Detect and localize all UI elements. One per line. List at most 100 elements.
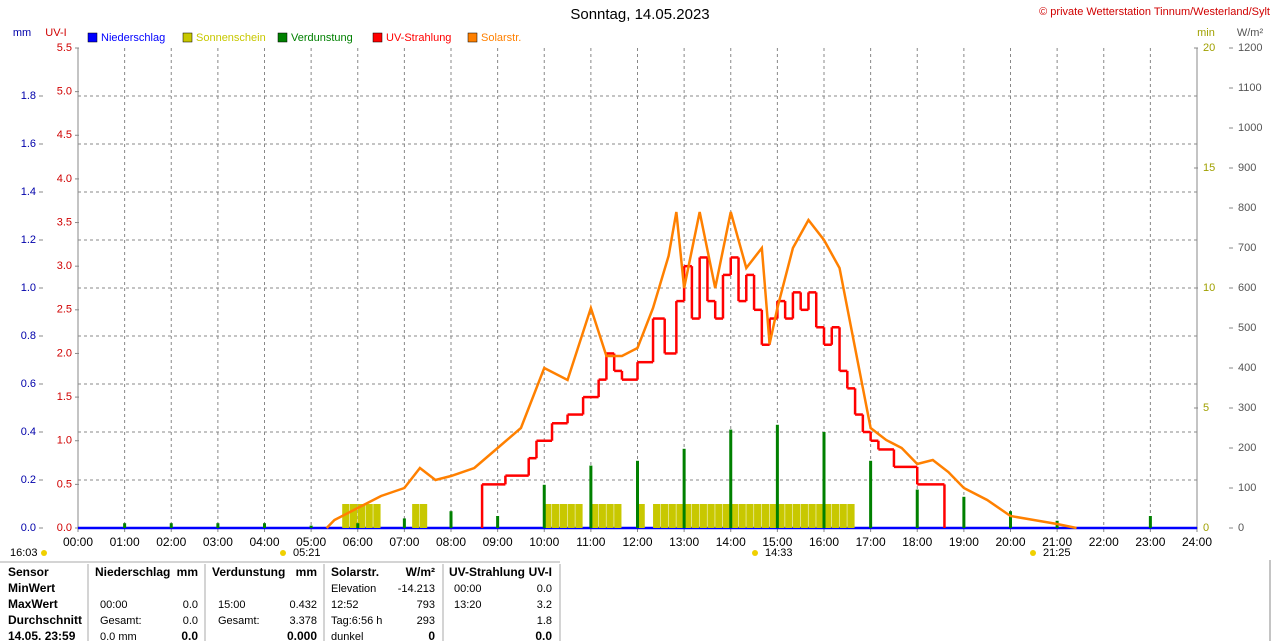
table-cell: 0.0: [181, 629, 198, 641]
y-tick-label: 0.2: [21, 474, 36, 486]
y-tick-label: 2.0: [57, 347, 72, 359]
legend-label: UV-Strahlung: [386, 32, 451, 44]
bar: [915, 489, 919, 528]
table-cell: 00:00: [454, 583, 482, 595]
y-tick-label: 1200: [1238, 42, 1262, 54]
table-cell: 15:00: [218, 599, 246, 611]
legend-swatch: [182, 32, 193, 43]
x-tick-label: 16:00: [809, 535, 839, 549]
y-tick-label: 1.6: [21, 138, 36, 150]
table-cell: 0.0: [183, 615, 198, 627]
bar: [263, 523, 266, 528]
bar: [824, 504, 832, 528]
bar: [785, 504, 793, 528]
y-tick-label: 1000: [1238, 122, 1262, 134]
table-cell: 3.2: [537, 599, 552, 611]
y-tick-label: 600: [1238, 282, 1256, 294]
bar: [808, 504, 816, 528]
bar: [589, 465, 593, 528]
x-tick-label: 20:00: [995, 535, 1025, 549]
y4-axis-label: W/m²: [1237, 27, 1264, 39]
chart-title: Sonntag, 14.05.2023: [570, 6, 709, 23]
bar: [761, 504, 770, 528]
bar: [738, 504, 746, 528]
x-tick-label: 13:00: [669, 535, 699, 549]
x-tick-label: 21:00: [1042, 535, 1072, 549]
bar: [831, 504, 840, 528]
y-tick-label: 20: [1203, 42, 1215, 54]
x-tick-label: 14:00: [716, 535, 746, 549]
y-tick-label: 5.5: [57, 42, 72, 54]
table-header: W/m²: [406, 565, 435, 579]
bar: [691, 504, 700, 528]
y-tick-label: 4.0: [57, 173, 72, 185]
legend-swatch: [87, 32, 98, 43]
bar: [552, 504, 560, 528]
x-tick-label: 23:00: [1135, 535, 1165, 549]
sun-icon: [280, 550, 286, 556]
y-tick-label: 900: [1238, 162, 1256, 174]
y-tick-label: 1.0: [57, 435, 72, 447]
table-cell: 0.0: [535, 629, 552, 641]
bar: [412, 504, 420, 528]
legend-label: Solarstr.: [481, 32, 521, 44]
y-tick-label: 15: [1203, 162, 1215, 174]
bar: [598, 504, 606, 528]
legend-swatch: [277, 32, 288, 43]
y-tick-label: 400: [1238, 362, 1256, 374]
x-tick-label: 02:00: [156, 535, 186, 549]
sun-time: 05:21: [293, 547, 321, 559]
bar: [729, 429, 733, 528]
table-header: UV-Strahlung: [449, 565, 525, 579]
table-cell: 0.0: [537, 583, 552, 595]
sun-icon: [41, 550, 47, 556]
table-cell: 0.0: [183, 599, 198, 611]
series-line: [325, 211, 1077, 530]
y-tick-label: 1.8: [21, 90, 36, 102]
y-tick-label: 200: [1238, 442, 1256, 454]
bar: [449, 511, 453, 528]
sun-time: 16:03: [10, 547, 38, 559]
table-header: Verdunstung: [212, 565, 285, 579]
bar: [769, 504, 777, 528]
y-tick-label: 3.5: [57, 216, 72, 228]
table-cell: Elevation: [331, 583, 376, 595]
bar: [1009, 511, 1012, 528]
table-header: mm: [177, 565, 198, 579]
legend-swatch: [372, 32, 383, 43]
y-tick-label: 0.4: [21, 426, 36, 438]
table-header: mm: [296, 565, 317, 579]
legend-label: Niederschlag: [101, 32, 165, 44]
x-tick-label: 19:00: [949, 535, 979, 549]
table-header: Niederschlag: [95, 565, 170, 579]
bar: [660, 504, 669, 528]
bar: [777, 504, 785, 528]
x-tick-label: 01:00: [110, 535, 140, 549]
table-cell: 1.8: [537, 615, 552, 627]
table-cell: 0.0 mm: [100, 631, 137, 641]
y-tick-label: 0.8: [21, 330, 36, 342]
y-tick-label: 2.5: [57, 304, 72, 316]
x-tick-label: 12:00: [622, 535, 652, 549]
legend-label: Verdunstung: [291, 32, 353, 44]
bar: [365, 504, 373, 528]
x-tick-label: 07:00: [389, 535, 419, 549]
table-cell: 293: [417, 615, 435, 627]
table-cell: 0: [428, 629, 435, 641]
bar: [869, 460, 873, 528]
x-tick-label: 24:00: [1182, 535, 1212, 549]
table-cell: 793: [417, 599, 435, 611]
bar: [754, 504, 762, 528]
bar: [169, 523, 173, 528]
bar: [636, 460, 639, 528]
bar: [590, 504, 599, 528]
table-cell: Gesamt:: [218, 615, 260, 627]
bar: [839, 504, 847, 528]
y-tick-label: 1.5: [57, 391, 72, 403]
bar: [684, 504, 692, 528]
bar: [637, 504, 645, 528]
sun-time: 14:33: [765, 547, 793, 559]
bar: [373, 504, 381, 528]
x-tick-label: 00:00: [63, 535, 93, 549]
y-tick-label: 0.5: [57, 478, 72, 490]
